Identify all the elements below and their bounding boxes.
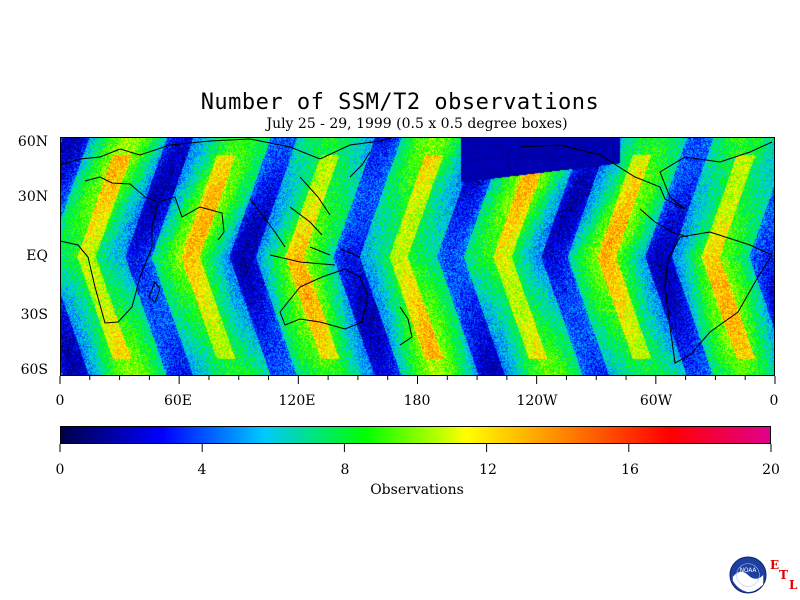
lon-label-0: 0 xyxy=(55,393,65,409)
coastline-indonesia xyxy=(269,246,361,266)
coastline-arabia-india xyxy=(157,196,225,241)
lat-label-30n: 30N xyxy=(17,189,48,205)
coastline-africa xyxy=(60,176,159,324)
colorbar-tick-8: 8 xyxy=(340,462,350,478)
lon-label-60w: 60W xyxy=(639,393,673,409)
lon-tick-marks xyxy=(59,376,776,384)
colorbar-tick-20: 20 xyxy=(762,462,780,478)
map-title: Number of SSM/T2 observations xyxy=(200,90,600,115)
lat-label-60n: 60N xyxy=(17,134,48,150)
lon-label-180: 180 xyxy=(403,393,431,409)
coastline-overlay xyxy=(60,137,773,364)
coastline-se-asia xyxy=(249,176,331,248)
lon-label-60e: 60E xyxy=(163,393,193,409)
noaa-logo: NOAA xyxy=(729,556,767,594)
map-frame xyxy=(60,137,775,376)
map-subtitle: July 25 - 29, 1999 (0.5 x 0.5 degree box… xyxy=(266,116,568,132)
colorbar-tick-16: 16 xyxy=(621,462,639,478)
lat-label-eq: EQ xyxy=(26,248,48,264)
colorbar-tick-marks xyxy=(59,444,772,452)
colorbar-tick-0: 0 xyxy=(55,462,65,478)
noaa-logo-text: NOAA xyxy=(740,568,757,574)
coastline-madagascar xyxy=(148,280,161,303)
coastline-central-america xyxy=(639,208,689,238)
coastline-australia xyxy=(279,268,369,330)
coastline-new-zealand xyxy=(399,306,413,346)
lon-label-120e: 120E xyxy=(278,393,316,409)
etl-letter-e: E xyxy=(770,558,780,572)
etl-letter-t: T xyxy=(779,568,788,582)
colorbar-tick-4: 4 xyxy=(197,462,207,478)
colorbar-label: Observations xyxy=(370,482,464,498)
coastline-hawaii xyxy=(477,181,483,186)
lat-label-30s: 30S xyxy=(20,307,48,323)
colorbar-tick-12: 12 xyxy=(479,462,497,478)
etl-letter-l: L xyxy=(789,578,798,592)
lon-label-120w: 120W xyxy=(516,393,558,409)
coastline-eurasia xyxy=(60,137,396,166)
observation-heatmap xyxy=(60,137,775,376)
lon-label-0-end: 0 xyxy=(769,393,779,409)
coastline-north-america xyxy=(519,141,773,210)
coastline-japan xyxy=(349,151,371,178)
observation-map xyxy=(60,137,775,376)
colorbar xyxy=(60,426,771,444)
lat-label-60s: 60S xyxy=(20,362,48,378)
coastline-south-america xyxy=(664,231,773,364)
